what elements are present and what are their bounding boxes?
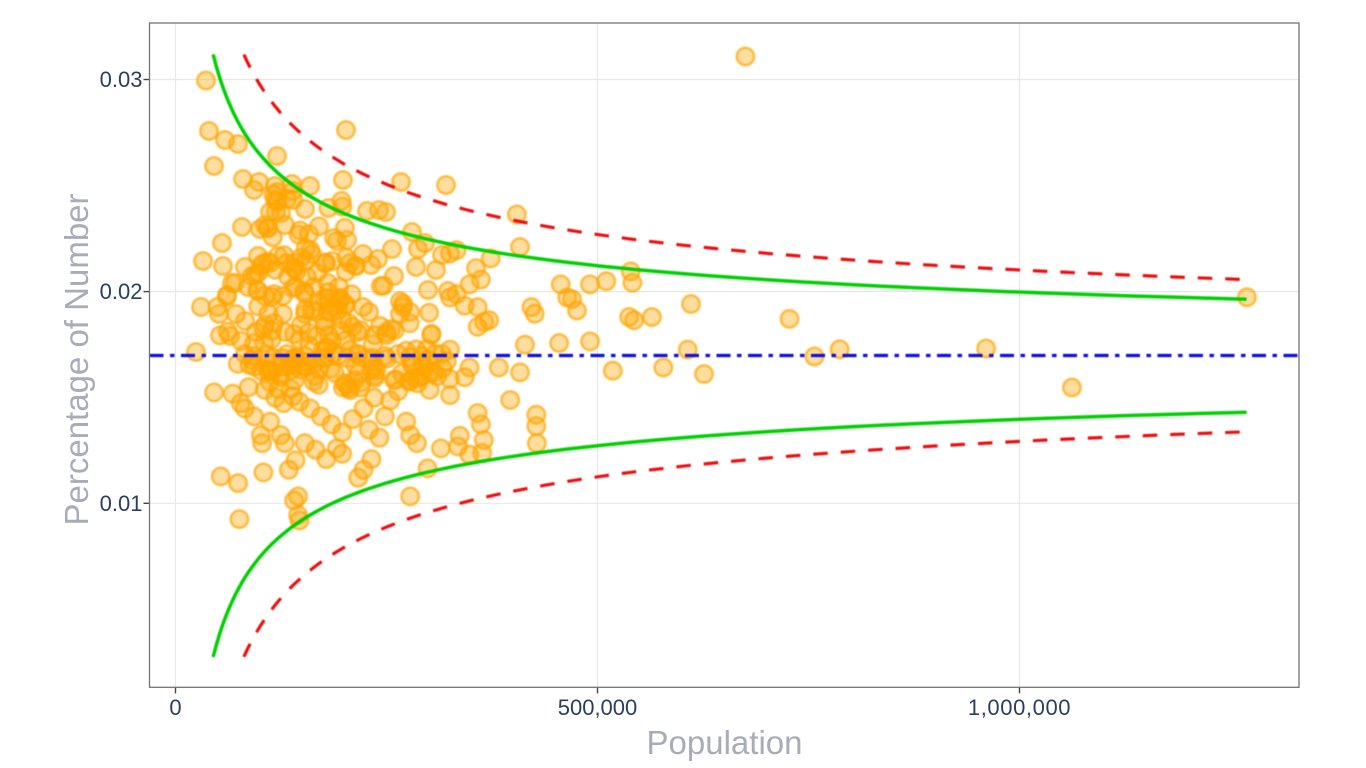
svg-text:0.02: 0.02 [100, 279, 143, 304]
svg-text:Population: Population [647, 724, 803, 761]
svg-text:500,000: 500,000 [558, 695, 638, 720]
svg-text:0: 0 [169, 695, 181, 720]
svg-text:0.03: 0.03 [100, 67, 143, 92]
svg-text:Percentage of Number: Percentage of Number [58, 193, 95, 525]
svg-text:0.01: 0.01 [100, 491, 143, 516]
svg-text:1,000,000: 1,000,000 [968, 695, 1071, 720]
